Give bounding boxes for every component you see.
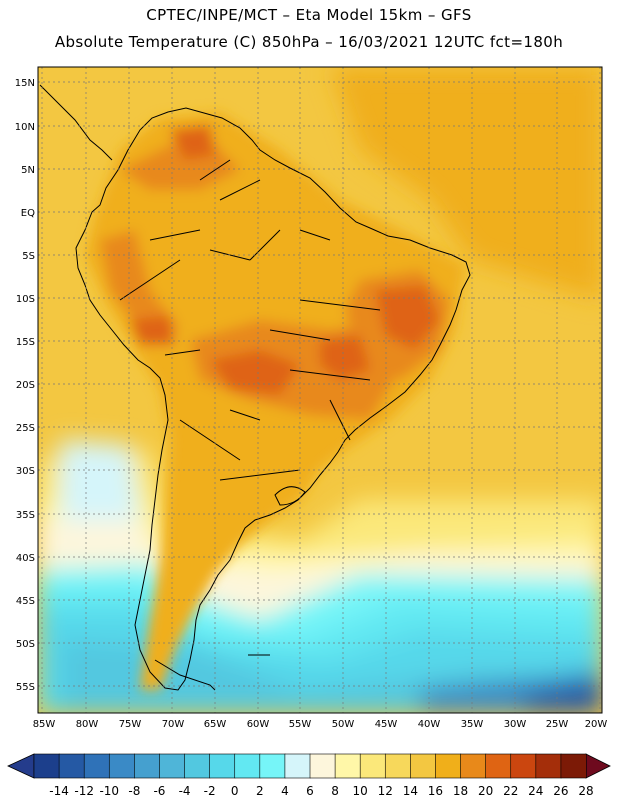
lat-tick-label: 20S [16,380,35,391]
colorbar-cell [510,753,537,779]
colorbar-label: -8 [128,784,140,798]
colorbar-cell [234,753,261,779]
lon-tick-label: 70W [162,719,185,730]
colorbar-cell [108,753,135,779]
lon-tick-label: 45W [375,719,398,730]
lon-tick-label: 40W [418,719,441,730]
lat-tick-label: 5N [21,165,35,176]
lon-tick-label: 65W [204,719,227,730]
colorbar-label: -10 [99,784,119,798]
colorbar-label: 22 [503,784,518,798]
lat-tick-label: 35S [16,510,35,521]
colorbar-cell [334,753,361,779]
colorbar-label: -2 [204,784,216,798]
lon-tick-label: 55W [289,719,312,730]
colorbar-cell [259,753,286,779]
colorbar-cell [535,753,562,779]
lat-tick-label: 45S [16,596,35,607]
lon-tick-label: 50W [332,719,355,730]
colorbar-label: 12 [378,784,393,798]
lat-tick-label: 30S [16,466,35,477]
map-subtitle: Absolute Temperature (C) 850hPa – 16/03/… [54,33,564,51]
temperature-field [38,67,602,713]
colorbar-label: -12 [74,784,94,798]
colorbar-cell [33,753,60,779]
lon-tick-label: 25W [546,719,569,730]
colorbar-label: 20 [478,784,493,798]
colorbar-cell [435,753,462,779]
colorbar-label: 4 [281,784,289,798]
colorbar-label: 6 [306,784,314,798]
colorbar: -14 -12 -10 -8 -6 -4 -2 0 2 4 6 8 10 12 14 16 18 20 22 24 26… [7,753,611,798]
lat-tick-label: 5S [22,251,35,262]
colorbar-cell [184,753,211,779]
colorbar-cell [410,753,437,779]
colorbar-label: 26 [553,784,568,798]
lon-tick-label: 80W [76,719,99,730]
coastlines [39,84,471,691]
colorbar-label: 16 [428,784,443,798]
lon-tick-label: 20W [585,719,608,730]
colorbar-label: 24 [528,784,543,798]
colorbar-overflow-arrow [585,753,611,779]
lat-tick-label: 25S [16,423,35,434]
colorbar-label: 14 [403,784,418,798]
colorbar-label: 8 [331,784,339,798]
colorbar-cell [309,753,336,779]
colorbar-cell [560,753,587,779]
colorbar-label: 10 [353,784,368,798]
colorbar-cell [209,753,236,779]
colorbar-cell [284,753,311,779]
lat-tick-label: 55S [16,682,35,693]
colorbar-cell [58,753,85,779]
lat-tick-label: 10S [16,294,35,305]
colorbar-cell [359,753,386,779]
lat-tick-label: 15N [15,78,35,89]
colorbar-cell [460,753,487,779]
colorbar-underflow-arrow [7,753,35,779]
lon-tick-label: 75W [119,719,142,730]
colorbar-label: 0 [231,784,239,798]
map-title: CPTEC/INPE/MCT – Eta Model 15km – GFS [146,6,472,24]
lon-tick-label: 35W [461,719,484,730]
colorbar-label: -14 [49,784,69,798]
lat-tick-label: 10N [15,122,35,133]
longitude-axis: 85W 80W 75W 70W 65W 60W 55W 50W 45W 40W … [33,719,608,730]
colorbar-label: 18 [453,784,468,798]
colorbar-cell [83,753,110,779]
colorbar-label: 28 [578,784,593,798]
colorbar-label: 2 [256,784,264,798]
colorbar-cell [485,753,512,779]
map-frame [37,66,603,714]
lon-tick-label: 30W [504,719,527,730]
colorbar-label: -6 [153,784,165,798]
colorbar-label: -4 [179,784,191,798]
lat-tick-label: 15S [16,337,35,348]
lat-tick-label: 50S [16,639,35,650]
latitude-axis: 15N 10N 5N EQ 5S 10S 15S 20S 25S 30S 35S… [15,78,35,693]
colorbar-cell [134,753,161,779]
lon-tick-label: 60W [247,719,270,730]
colorbar-cell [159,753,186,779]
lat-tick-label: EQ [21,208,35,219]
colorbar-cell [384,753,411,779]
lat-tick-label: 40S [16,553,35,564]
graticule [38,67,602,713]
lon-tick-label: 85W [33,719,56,730]
